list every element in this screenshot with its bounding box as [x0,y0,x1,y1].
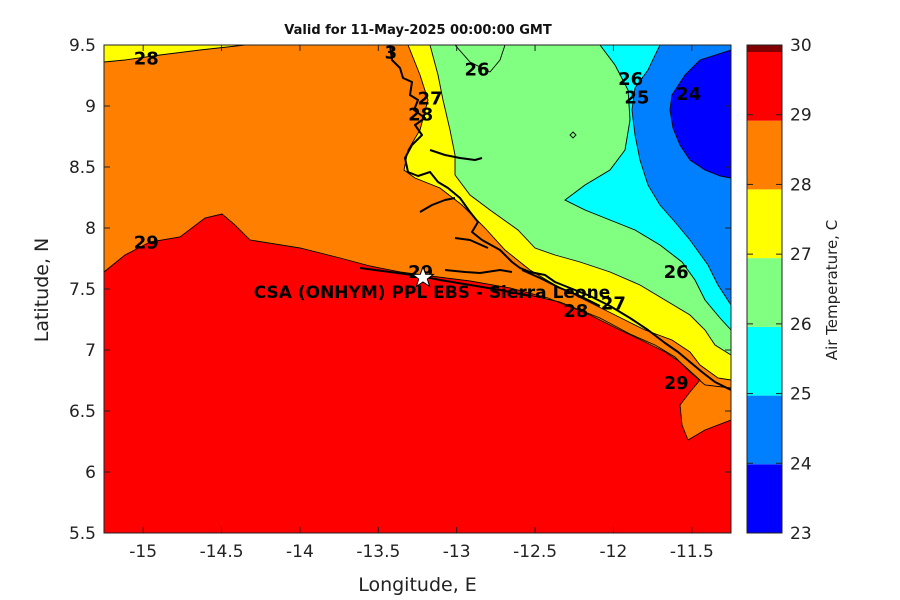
y-tick-label: 8.5 [69,158,96,178]
colorbar-tick-label: 25 [790,385,812,405]
contour-23 [669,49,731,179]
coastline [359,45,731,391]
y-tick-label: 8 [85,219,96,239]
colorbar: 23 24 25 26 27 28 29 30 [746,36,812,544]
colorbar-tick-label: 26 [790,315,812,335]
contour-label: 28 [563,301,588,322]
y-tick-label: 9 [85,97,96,117]
map-title: Valid for 11-May-2025 00:00:00 GMT [284,23,552,38]
colorbar-tick-label: 29 [790,106,812,126]
colorbar-swatch-28-29 [747,120,782,190]
coastline-sherbro [444,269,513,274]
contour-label: 27 [601,294,626,315]
contour-25 [564,45,731,331]
contour-label: 27 [418,89,443,110]
band-28-29-coastal [520,293,731,440]
y-tick-label: 6.5 [69,402,96,422]
band-23-24 [670,50,731,178]
contour-28-east [519,292,731,389]
site-label: CSA (ONHYM) PPL EBS - Sierra Leone [254,283,611,303]
contour-label: 25 [624,87,649,108]
x-tick-label: -12.5 [513,542,557,562]
band-29-30 [104,214,731,533]
colorbar-swatch-26-27 [747,258,782,327]
x-tick-label: -14 [286,542,314,562]
x-axis-label: Longitude, E [358,574,477,596]
colorbar-label: Air Temperature, C [823,219,841,361]
x-tick-label: -11.5 [670,542,714,562]
colorbar-tick-label: 24 [790,454,812,474]
x-tick-label: -13 [443,542,471,562]
site-marker [411,265,435,288]
x-tick-label: -12 [600,542,628,562]
contour-27 [403,45,731,381]
star-marker [411,265,435,288]
colorbar-tick-label: 30 [790,36,812,56]
contour-label: 26 [664,262,689,283]
colorbar-swatch-25-26 [747,326,782,396]
coastline-river-3 [454,237,489,249]
colorbar-swatch-29-30 [747,52,782,121]
colorbar-swatch-top [747,45,782,52]
x-tick-label: -14.5 [200,542,244,562]
contour-label: 24 [676,84,701,105]
coastline-river-2 [419,197,456,213]
contour-label: 26 [618,69,643,90]
contour-label: 3 [385,42,398,63]
coastline-south [359,267,531,297]
colorbar-swatch-23-24 [747,464,782,533]
contour-29 [104,213,731,441]
colorbar-swatch-27-28 [747,189,782,259]
contour-label: 26 [465,59,490,80]
contour-24 [631,45,731,306]
y-tick-label: 7.5 [69,280,96,300]
x-tick-label: -15 [129,542,157,562]
colorbar-tick-label: 28 [790,175,812,195]
contour-lines [104,45,731,441]
contour-label: 29 [134,233,159,254]
colorbar-tick-label: 23 [790,524,812,544]
contour-label: 29 [664,373,689,394]
y-tick-label: 6 [85,463,96,483]
coastline-river-1 [429,149,483,161]
y-tick-label: 5.5 [69,524,96,544]
colorbar-swatch-24-25 [747,395,782,465]
y-axis-label: Latitude, N [31,237,53,343]
coastline-main [389,45,731,391]
contour-26 [429,45,731,356]
contour-28 [104,45,246,63]
small-contour-ring [569,131,577,139]
contour-label: 28 [134,48,159,69]
temperature-field [104,45,731,533]
y-tick-label: 7 [85,341,96,361]
colorbar-frame [746,44,783,534]
coastline-island [521,269,601,307]
colorbar-tick-label: 27 [790,245,812,265]
x-tick-label: -13.5 [356,542,400,562]
contour-26-north [454,45,506,73]
y-tick-label: 9.5 [69,36,96,56]
contour-label: 28 [408,105,433,126]
